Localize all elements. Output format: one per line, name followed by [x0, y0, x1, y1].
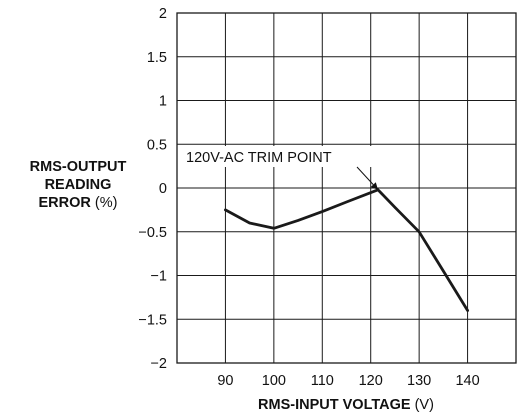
series-line: [223, 188, 470, 312]
y-tick-label: −1: [150, 269, 167, 285]
y-tick-label: 1.5: [147, 50, 167, 66]
y-tick-label: −1.5: [138, 312, 167, 328]
y-tick-label: −0.5: [138, 225, 167, 241]
y-tick-label: −2: [150, 356, 167, 372]
x-tick-label: 120: [359, 373, 383, 389]
y-tick-label: 0.5: [147, 137, 167, 153]
x-tick-label: 90: [217, 373, 233, 389]
plot-frame: [176, 12, 517, 364]
series-layer: [223, 188, 470, 312]
x-tick-label: 130: [407, 373, 431, 389]
y-tick-label: 0: [159, 181, 167, 197]
grid: [177, 12, 516, 364]
x-tick-label: 140: [455, 373, 479, 389]
x-tick-labels: 90 100 110 120 130 140: [217, 373, 479, 389]
y-axis-label-line-3: ERROR: [38, 195, 91, 211]
x-axis-label: RMS-INPUT VOLTAGE (V): [176, 397, 516, 413]
y-axis-label-line-2: READING: [44, 177, 112, 193]
x-axis-unit: (V): [414, 397, 434, 413]
annotation-arrow-head: [370, 182, 378, 190]
y-tick-label: 2: [159, 6, 167, 22]
y-axis-label: RMS-OUTPUT READING ERROR (%): [0, 158, 156, 212]
x-tick-label: 100: [262, 373, 286, 389]
y-tick-label: 1: [159, 94, 167, 110]
y-axis-unit: (%): [94, 195, 118, 211]
annotation-background: [182, 146, 372, 167]
x-axis-label-text: RMS-INPUT VOLTAGE: [258, 397, 411, 413]
annotation: 120V-AC TRIM POINT: [182, 146, 378, 190]
annotation-arrow-line: [356, 166, 374, 185]
x-tick-label: 110: [311, 373, 334, 389]
y-tick-labels: 2 1.5 1 0.5 0 −0.5 −1 −1.5 −2: [138, 6, 167, 372]
y-axis-label-line-1: RMS-OUTPUT: [29, 159, 127, 175]
annotation-label: 120V-AC TRIM POINT: [186, 150, 332, 166]
